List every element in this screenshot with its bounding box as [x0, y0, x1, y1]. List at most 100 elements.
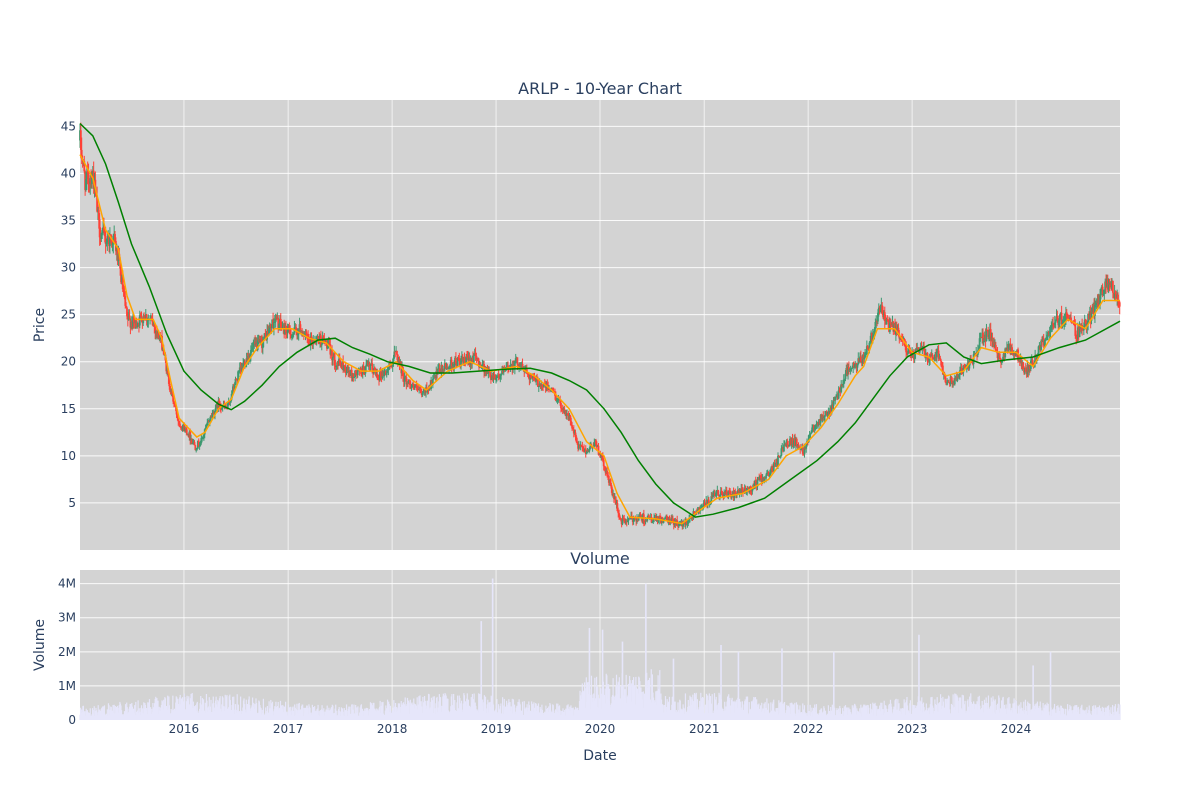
volume-bar: [711, 694, 713, 720]
candle-body: [197, 440, 200, 447]
candle-body: [211, 413, 214, 418]
candle-body: [1024, 368, 1027, 372]
candle-body: [450, 359, 453, 369]
volume-bar: [713, 693, 716, 720]
candle-body: [427, 389, 430, 391]
candle-body: [774, 462, 777, 464]
candle-body: [125, 305, 128, 308]
candle-body: [939, 358, 942, 361]
candle-body: [715, 490, 718, 496]
candle-body: [185, 429, 188, 435]
candle-body: [972, 354, 975, 365]
candle-body: [1035, 356, 1038, 360]
candle-body: [142, 317, 145, 324]
candle-body: [917, 347, 919, 349]
candle-body: [201, 437, 204, 439]
candle-body: [611, 488, 614, 496]
candle-body: [1065, 312, 1068, 317]
candle-body: [565, 410, 568, 416]
volume-bar: [283, 706, 286, 720]
candle-body: [100, 233, 103, 239]
candle-body: [1062, 322, 1065, 324]
volume-bar: [971, 703, 974, 720]
volume-bar: [807, 704, 809, 720]
candle-body: [603, 466, 606, 467]
candle-body: [637, 516, 640, 521]
volume-bar: [361, 708, 364, 720]
candle-body: [334, 365, 337, 367]
candle-body: [343, 365, 346, 368]
candle-body: [326, 344, 329, 349]
candle-body: [570, 421, 573, 426]
x-tick-label: 2017: [273, 722, 304, 736]
volume-bar: [511, 698, 513, 720]
volume-bar: [762, 708, 764, 720]
candle-body: [199, 443, 202, 446]
candle-body: [559, 398, 562, 404]
candle-body: [335, 366, 338, 367]
candle-body: [165, 360, 168, 372]
candle-body: [746, 488, 749, 492]
volume-bar: [1005, 704, 1007, 720]
candle-body: [688, 518, 691, 521]
candle-body: [823, 416, 826, 418]
candle-body: [865, 354, 867, 356]
candle-body: [292, 332, 295, 335]
volume-bar: [262, 698, 264, 720]
candle-body: [198, 445, 201, 447]
candle-body: [872, 334, 875, 336]
price-y-tick-label: 40: [61, 166, 76, 180]
candle-body: [812, 425, 815, 430]
candle-body: [803, 447, 806, 455]
candle-body: [1053, 322, 1056, 325]
candle-body: [514, 358, 517, 362]
candle-body: [906, 352, 908, 354]
candle-body: [555, 400, 558, 402]
candle-body: [889, 323, 891, 332]
candle-body: [214, 405, 217, 411]
candle-body: [493, 375, 496, 379]
candle-body: [455, 357, 457, 364]
volume-bar: [106, 709, 108, 720]
candle-body: [835, 396, 837, 398]
candle-body: [173, 401, 175, 404]
candle-body: [881, 305, 884, 314]
candle-body: [229, 400, 232, 403]
candle-body: [530, 374, 532, 378]
candle-body: [569, 415, 572, 422]
volume-bar: [668, 696, 671, 720]
volume-bar: [746, 696, 749, 720]
volume-bar: [773, 699, 775, 720]
price-y-tick-label: 5: [68, 496, 76, 510]
candle-body: [550, 387, 553, 390]
volume-bar: [271, 701, 274, 720]
volume-bar: [373, 702, 375, 720]
volume-bar: [625, 674, 627, 720]
candle-body: [905, 345, 908, 353]
candle-body: [154, 326, 157, 333]
candle-body: [1117, 294, 1119, 302]
candle-body: [437, 369, 439, 374]
candle-body: [842, 379, 845, 385]
volume-bar: [909, 700, 912, 720]
candle-body: [962, 365, 965, 373]
candle-body: [728, 491, 731, 493]
candle-body: [712, 494, 714, 498]
candle-body: [1074, 323, 1077, 336]
candle-body: [110, 239, 113, 245]
candle-body: [83, 160, 86, 172]
candle-body: [663, 518, 666, 520]
candle-body: [1020, 357, 1023, 367]
volume-bar: [1029, 703, 1031, 720]
volume-bar: [556, 703, 558, 720]
candle-body: [254, 341, 257, 345]
volume-bar: [500, 703, 502, 720]
volume-bar: [1040, 707, 1042, 720]
candle-body: [537, 386, 540, 388]
candle-body: [220, 408, 223, 410]
volume-bar: [525, 707, 527, 720]
candle-body: [578, 444, 580, 449]
volume-bar: [793, 704, 795, 720]
candle-body: [456, 357, 459, 366]
candle-body: [765, 472, 768, 476]
